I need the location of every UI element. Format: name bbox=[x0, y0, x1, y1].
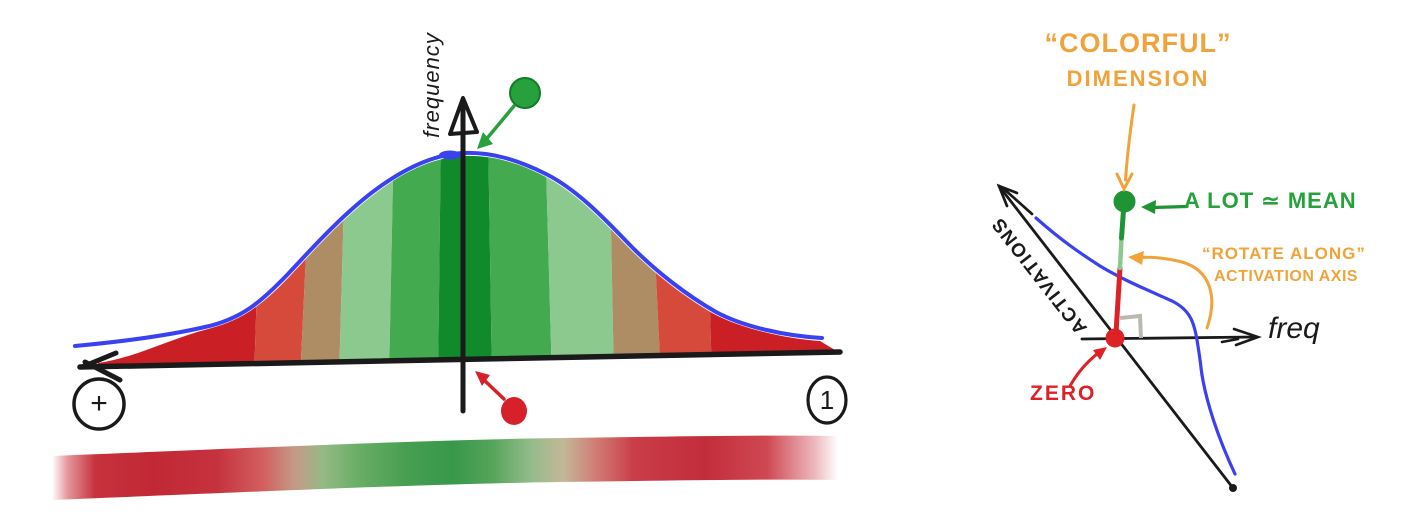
dimension-segment-lightgreen bbox=[1117, 235, 1124, 271]
freq-axis-arrowhead bbox=[1220, 327, 1262, 347]
mean-annotation-label: A LOT ≃ MEAN bbox=[1184, 188, 1357, 213]
mean-ball-arrowhead bbox=[477, 132, 493, 149]
bell-stripe bbox=[389, 155, 441, 367]
colorful-dimension-label-line1: “COLORFUL” bbox=[1044, 28, 1232, 58]
rotate-annotation-label-line2: ACTIVATION AXIS bbox=[1214, 268, 1359, 285]
colorful-dimension-label-line2: DIMENSION bbox=[1066, 66, 1210, 91]
color-gradient-band bbox=[30, 435, 860, 500]
one-symbol: 1 bbox=[819, 385, 835, 415]
x-axis-left-arrowhead bbox=[79, 350, 123, 383]
bell-stripe bbox=[705, 155, 840, 367]
y-axis-arrowhead bbox=[448, 96, 479, 136]
zero-ball-arrow bbox=[482, 378, 506, 401]
activation-axis-arrowhead bbox=[996, 183, 1034, 216]
bell-stripes bbox=[98, 155, 840, 367]
rotate-annotation-label-line1: “ROTATE ALONG” bbox=[1202, 244, 1366, 263]
dimension-segment-red bbox=[1113, 265, 1123, 336]
zero-ball-arrowhead bbox=[475, 371, 490, 386]
origin-zero-dot bbox=[1105, 328, 1125, 348]
dimension-segment-green bbox=[1119, 207, 1126, 241]
zero-label-arrowhead bbox=[1093, 347, 1107, 360]
zero-annotation-label: ZERO bbox=[1030, 382, 1097, 405]
rotate-arc-arrowhead bbox=[1128, 251, 1144, 265]
mean-ball-arrow bbox=[482, 104, 516, 144]
bell-stripe bbox=[545, 155, 614, 367]
activation-axis-end-dot bbox=[1229, 484, 1237, 492]
frequency-axis-label: frequency bbox=[419, 32, 444, 138]
freq-axis-label: freq bbox=[1268, 312, 1320, 345]
zero-ball bbox=[501, 397, 527, 425]
mean-dot bbox=[1113, 190, 1136, 213]
colorful-dimension-arrow bbox=[1124, 103, 1136, 182]
right-angle-marker bbox=[1119, 313, 1143, 339]
mean-label-arrow bbox=[1151, 204, 1189, 210]
one-circle bbox=[806, 375, 848, 425]
plus-circle bbox=[72, 377, 126, 431]
rotate-arc-arrow bbox=[1136, 255, 1214, 330]
mean-ball bbox=[509, 77, 541, 109]
colorful-dimension-arrowhead bbox=[1115, 172, 1134, 193]
x-axis bbox=[77, 349, 843, 370]
bell-peak-blob bbox=[439, 150, 461, 160]
bell-stripe bbox=[339, 155, 394, 367]
zero-label-arrow bbox=[1068, 349, 1103, 388]
plus-symbol: + bbox=[90, 387, 108, 420]
bell-stripe bbox=[488, 155, 552, 367]
bell-stripe bbox=[609, 155, 661, 367]
distribution-curve-right bbox=[1034, 216, 1237, 476]
mean-label-arrowhead bbox=[1141, 200, 1156, 214]
